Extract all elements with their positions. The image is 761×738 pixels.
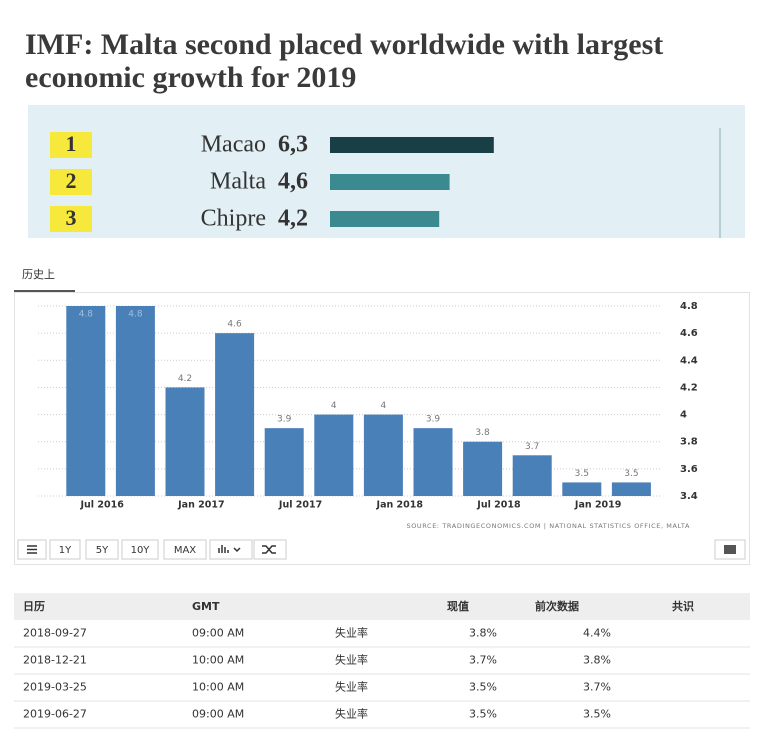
y-tick-label: 4.8	[680, 301, 698, 312]
bar	[512, 455, 552, 496]
rank-box	[50, 132, 92, 158]
bar	[330, 211, 440, 227]
source: SOURCE: TRADINGECONOMICS.COM | NATIONAL …	[406, 522, 690, 530]
rank: 1	[66, 131, 77, 156]
y-tick-label: 4.2	[680, 382, 698, 393]
bar	[562, 482, 602, 496]
bar	[330, 174, 450, 190]
value-label: 4,6	[278, 169, 308, 195]
value-label: 6,3	[278, 132, 308, 158]
rank: 2	[66, 168, 77, 193]
data-label: 3.5	[624, 469, 638, 479]
range-label: 10Y	[131, 545, 151, 556]
table-cell: 3.5%	[583, 708, 611, 721]
bar	[330, 137, 494, 153]
value-label: 4,2	[278, 206, 308, 232]
x-tick-label: Jan 2017	[177, 500, 224, 511]
bar	[463, 441, 503, 496]
range-label: 5Y	[96, 545, 109, 556]
table-cell: 3.5%	[469, 681, 497, 694]
table-cell: 2019-06-27	[23, 708, 87, 721]
compare-button[interactable]	[253, 539, 287, 560]
table-cell: 4.4%	[583, 627, 611, 640]
chart-panel	[14, 292, 750, 565]
bar	[215, 333, 255, 496]
table-cell: 3.8%	[583, 654, 611, 667]
data-label: 3.8	[475, 428, 490, 438]
bar	[314, 414, 354, 496]
y-tick-label: 4	[680, 410, 687, 421]
image-icon	[724, 545, 736, 554]
table-header: 现值	[447, 599, 469, 613]
table-cell: 3.7%	[583, 681, 611, 694]
y-tick-label: 3.4	[680, 491, 698, 502]
data-label: 4	[331, 401, 337, 411]
rank: 3	[66, 205, 77, 230]
bar	[611, 482, 651, 496]
data-label: 4.8	[128, 310, 143, 320]
bar	[363, 414, 403, 496]
table-header-bg	[14, 593, 750, 620]
x-tick-label: Jan 2019	[574, 500, 621, 511]
tab[interactable]: 历史上	[22, 268, 55, 281]
y-tick-label: 3.8	[680, 437, 698, 448]
bar	[413, 428, 453, 496]
table-cell: 09:00 AM	[192, 708, 244, 721]
range-button[interactable]	[163, 539, 207, 560]
chart-type-button[interactable]	[209, 539, 253, 560]
country: Malta	[210, 169, 266, 195]
x-tick-label: Jan 2018	[376, 500, 424, 511]
data-label: 4	[381, 401, 387, 411]
rank-box	[50, 206, 92, 232]
country: Chipre	[201, 206, 266, 232]
country: Macao	[201, 132, 266, 158]
range-label: MAX	[174, 545, 196, 556]
shuffle-icon	[262, 545, 276, 554]
table-cell: 失业率	[335, 707, 368, 721]
data-label: 4.2	[178, 374, 192, 384]
table-cell: 2018-09-27	[23, 627, 87, 640]
table-cell: 10:00 AM	[192, 681, 244, 694]
y-tick-label: 4.6	[680, 328, 698, 339]
table-cell: 10:00 AM	[192, 654, 244, 667]
table-cell: 失业率	[335, 626, 368, 640]
headline: IMF: Malta second placed worldwide with …	[25, 28, 664, 94]
table-cell: 3.5%	[469, 708, 497, 721]
range-button[interactable]	[121, 539, 159, 560]
table-header: 前次数据	[535, 599, 579, 613]
bar	[115, 306, 155, 496]
table-cell: 2019-03-25	[23, 681, 87, 694]
x-tick-label: Jul 2018	[476, 500, 521, 511]
data-label: 4.6	[227, 320, 242, 330]
bar	[165, 387, 205, 496]
table-cell: 失业率	[335, 653, 368, 667]
table-cell: 失业率	[335, 680, 368, 694]
rank-box	[50, 169, 92, 195]
bar	[264, 428, 304, 496]
data-label: 3.9	[277, 415, 292, 425]
x-tick-label: Jul 2017	[278, 500, 322, 511]
bar	[66, 306, 106, 496]
chart-type-icon	[218, 545, 241, 553]
range-button[interactable]	[85, 539, 119, 560]
table-header: 日历	[23, 600, 45, 613]
table-cell: 3.8%	[469, 627, 497, 640]
menu-icon	[27, 545, 37, 554]
data-label: 3.7	[525, 442, 539, 452]
table-cell: 2018-12-21	[23, 654, 87, 667]
data-label: 3.9	[426, 415, 441, 425]
range-button[interactable]	[49, 539, 81, 560]
table-cell: 09:00 AM	[192, 627, 244, 640]
y-tick-label: 4.4	[680, 355, 698, 366]
data-label: 4.8	[79, 310, 94, 320]
x-tick-label: Jul 2016	[80, 500, 125, 511]
table-cell: 3.7%	[469, 654, 497, 667]
table-header: 共识	[672, 599, 694, 613]
data-label: 3.5	[575, 469, 589, 479]
y-tick-label: 3.6	[680, 464, 698, 475]
table-header: GMT	[192, 600, 220, 613]
range-label: 1Y	[59, 545, 72, 556]
